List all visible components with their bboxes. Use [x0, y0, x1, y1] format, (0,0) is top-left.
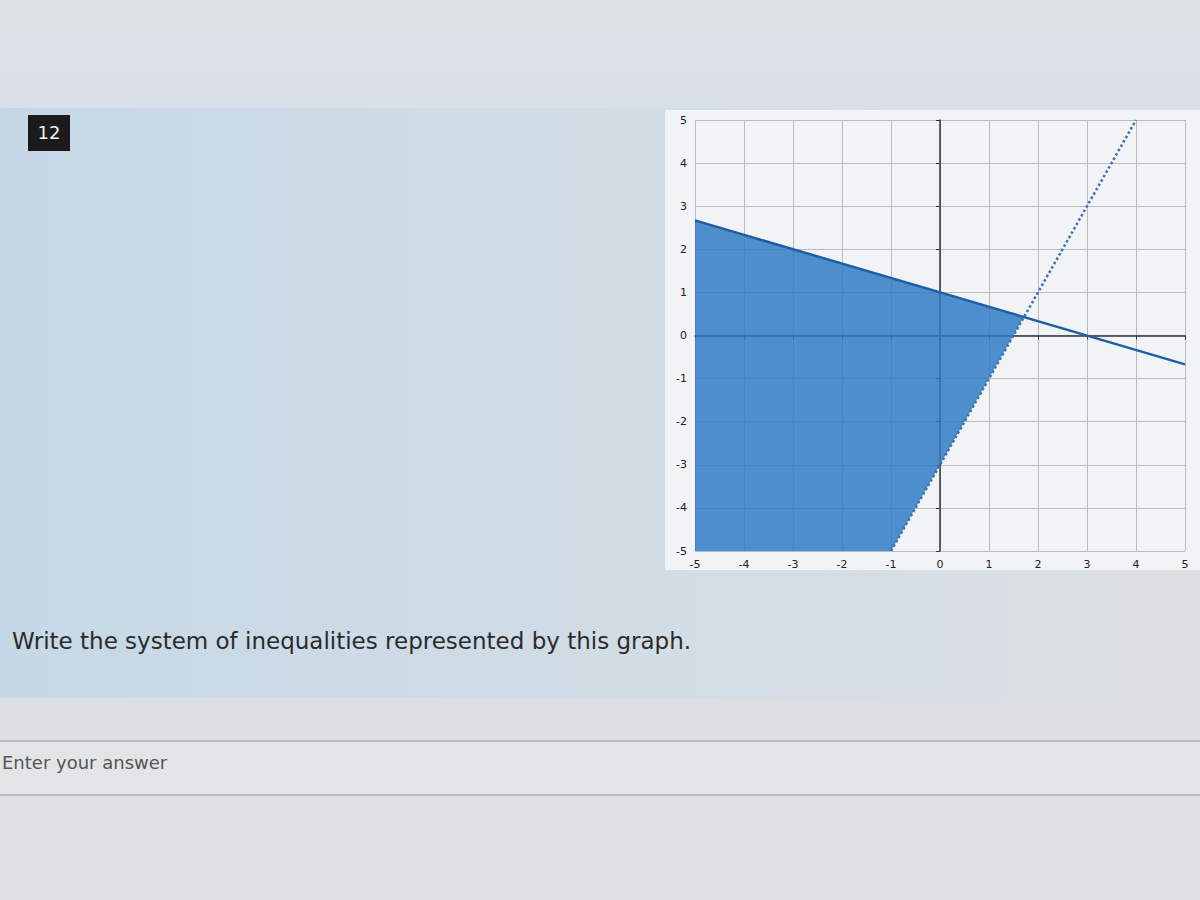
html-text:Enter your answer: Enter your answer — [2, 752, 168, 773]
svg-text:2: 2 — [1035, 558, 1042, 570]
svg-text:4: 4 — [680, 157, 687, 170]
svg-text:-2: -2 — [837, 558, 848, 570]
svg-text:-3: -3 — [788, 558, 799, 570]
svg-text:1: 1 — [986, 558, 993, 570]
svg-text:-1: -1 — [886, 558, 897, 570]
svg-text:5: 5 — [680, 114, 687, 127]
svg-text:1: 1 — [680, 286, 687, 299]
svg-text:5: 5 — [1182, 558, 1189, 570]
svg-text:0: 0 — [937, 558, 944, 570]
svg-text:0: 0 — [680, 329, 687, 342]
svg-text:-1: -1 — [676, 372, 687, 385]
svg-text:2: 2 — [680, 243, 687, 256]
svg-text:-4: -4 — [676, 501, 687, 514]
svg-text:4: 4 — [1133, 558, 1140, 570]
svg-text:3: 3 — [680, 200, 687, 213]
svg-text:-2: -2 — [676, 415, 687, 428]
svg-text:-5: -5 — [690, 558, 701, 570]
html-text:Write the system of inequaliti: Write the system of inequalities represe… — [12, 628, 692, 654]
html-text:12: 12 — [37, 122, 61, 143]
svg-text:-4: -4 — [739, 558, 750, 570]
svg-text:3: 3 — [1084, 558, 1091, 570]
svg-text:-3: -3 — [676, 458, 687, 471]
svg-text:-5: -5 — [676, 545, 687, 558]
